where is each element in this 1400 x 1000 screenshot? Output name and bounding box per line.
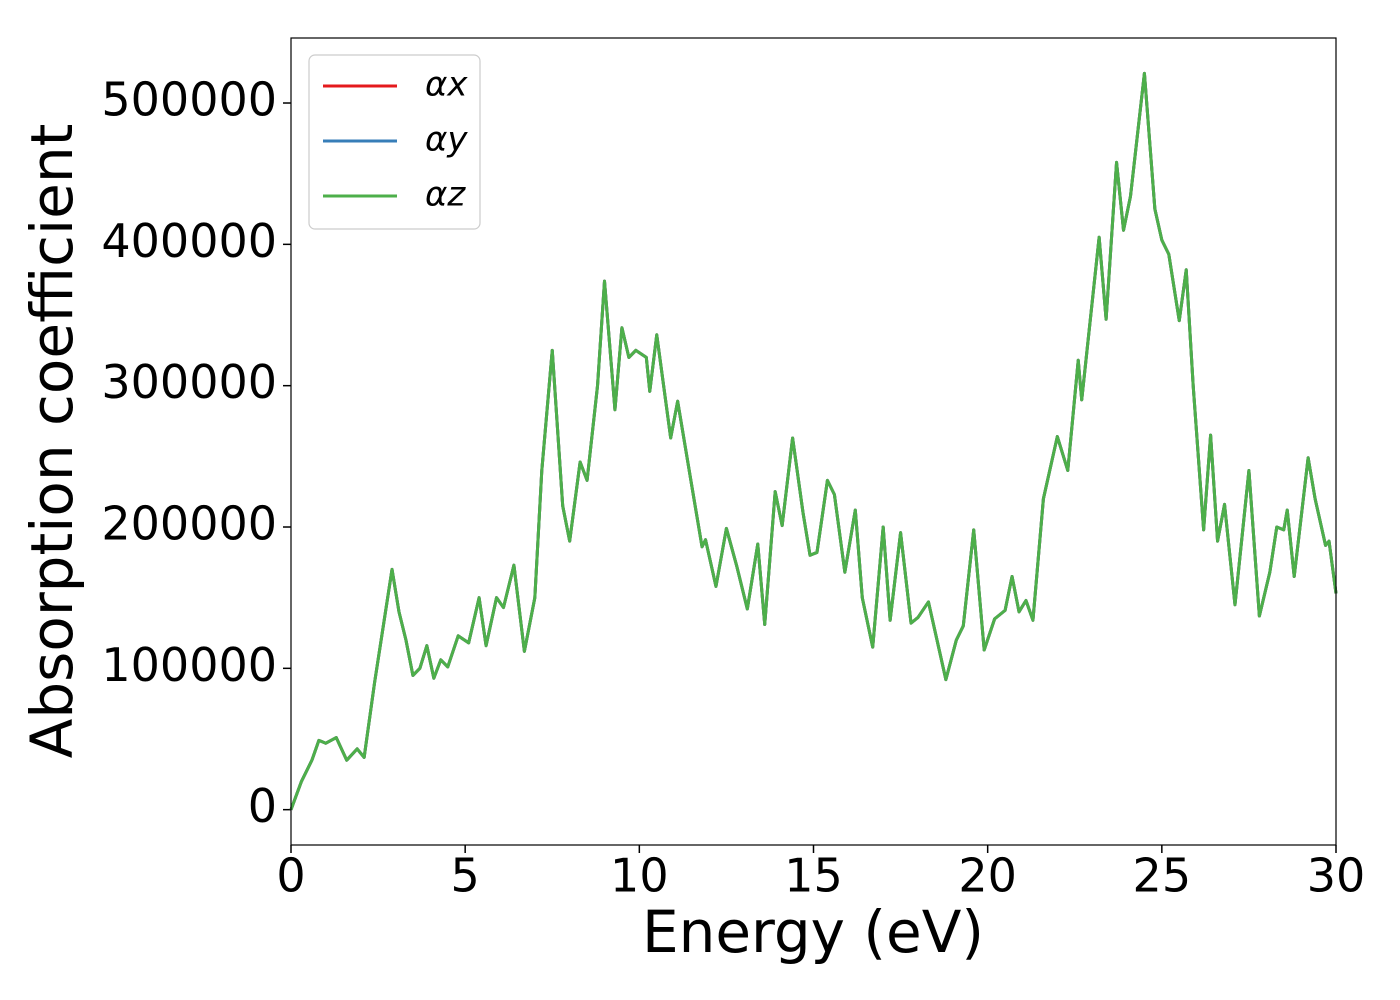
legend-label: αz (425, 175, 466, 215)
y-tick-label: 400000 (101, 214, 277, 268)
data-line (289, 71, 1338, 811)
x-axis-label: Energy (eV) (642, 898, 984, 966)
plot-frame (290, 37, 1337, 846)
x-tick-label: 10 (610, 849, 669, 903)
y-axis-label: Absorption coefficient (18, 124, 86, 759)
y-tick-label: 300000 (101, 355, 277, 409)
legend-label: αy (425, 120, 468, 160)
x-tick-label: 20 (958, 849, 1017, 903)
x-tick-label: 25 (1133, 849, 1192, 903)
legend-label: αx (425, 65, 468, 105)
y-tick-label: 100000 (101, 638, 277, 692)
y-tick-label: 500000 (101, 73, 277, 127)
y-tick-label: 0 (248, 779, 277, 833)
x-tick-label: 30 (1307, 849, 1366, 903)
x-tick-label: 0 (276, 849, 305, 903)
x-tick-label: 5 (451, 849, 480, 903)
x-tick-label: 15 (784, 849, 843, 903)
y-tick-label: 200000 (101, 497, 277, 551)
